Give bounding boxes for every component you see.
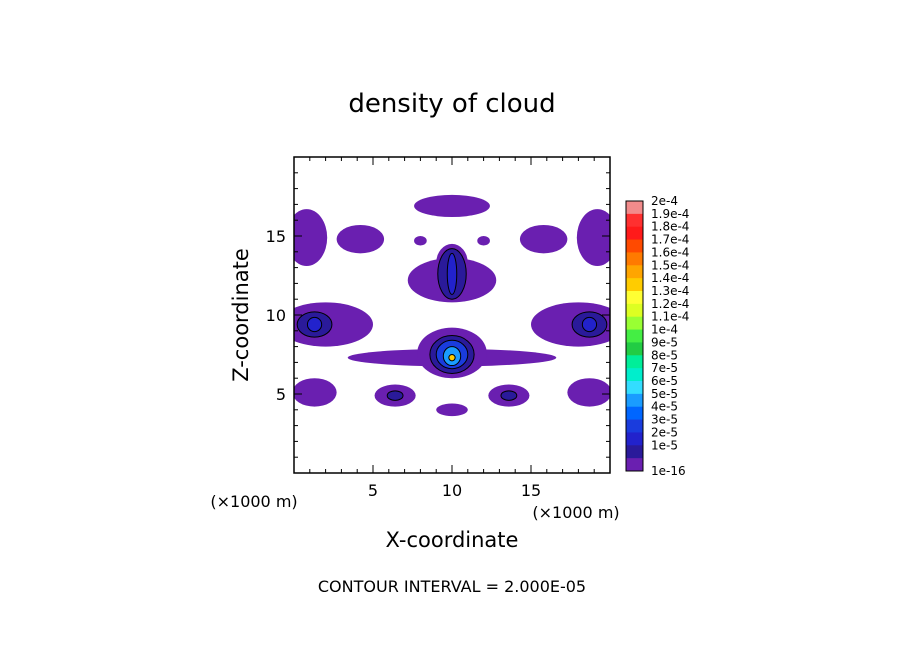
contour-region-3 <box>336 224 385 254</box>
contour-region-4 <box>519 224 568 254</box>
colorbar-label: 1.7e-4 <box>651 233 689 247</box>
y-axis: 5 10 15 <box>266 172 610 458</box>
contour-region-10 <box>446 252 458 295</box>
colorbar-label: 6e-5 <box>651 374 678 388</box>
contour-region-29 <box>436 403 468 417</box>
contour-region-6 <box>477 236 490 246</box>
x-unit-label: (×1000 m) <box>210 492 297 511</box>
x-axis: 5 10 15 <box>309 157 595 500</box>
contour-region-28 <box>500 390 518 401</box>
contour-region-15 <box>306 316 323 333</box>
colorbar-swatch <box>626 239 643 253</box>
colorbar-label: 1.6e-4 <box>651 245 689 259</box>
colorbar-label: 1.5e-4 <box>651 258 689 272</box>
colorbar-label: 1.9e-4 <box>651 207 689 221</box>
contour-interval-note: CONTOUR INTERVAL = 2.000E-05 <box>318 577 586 596</box>
colorbar-label: 1e-4 <box>651 323 678 337</box>
colorbar-label: 2e-4 <box>651 194 678 208</box>
colorbar-swatch <box>626 291 643 305</box>
colorbar-swatch <box>626 458 643 472</box>
colorbar-label: 1.1e-4 <box>651 310 689 324</box>
colorbar-swatch <box>626 406 643 421</box>
contour-region-27 <box>386 390 404 401</box>
contour-region-22 <box>448 354 456 362</box>
colorbar-swatch <box>626 393 643 408</box>
colorbar-label: 1e-16 <box>651 464 686 478</box>
colorbar-swatch <box>626 419 643 433</box>
colorbar: 2e-41.9e-41.8e-41.7e-41.6e-41.5e-41.4e-4… <box>625 194 689 478</box>
colorbar-swatch <box>626 278 643 292</box>
colorbar-swatch <box>626 381 643 395</box>
colorbar-swatch <box>626 368 643 382</box>
colorbar-label: 7e-5 <box>651 361 678 375</box>
chart-title: density of cloud <box>348 89 555 119</box>
x-tick-label: 5 <box>368 481 378 500</box>
colorbar-swatch <box>626 355 643 369</box>
colorbar-swatch <box>626 265 643 279</box>
colorbar-swatch <box>626 445 643 459</box>
colorbar-label: 1e-5 <box>651 438 678 452</box>
colorbar-label: 3e-5 <box>651 413 678 427</box>
y-tick-label: 15 <box>266 227 286 246</box>
contour-region-5 <box>414 236 427 246</box>
x-tick-label: 15 <box>521 481 541 500</box>
colorbar-label: 1.4e-4 <box>651 271 689 285</box>
x-tick-label: 10 <box>442 481 462 500</box>
contour-region-2 <box>576 209 610 267</box>
x-axis-label: X-coordinate <box>386 528 519 552</box>
colorbar-label: 2e-5 <box>651 425 678 439</box>
contour-region-1 <box>294 209 328 267</box>
y-tick-label: 5 <box>276 385 286 404</box>
colorbar-swatch <box>626 342 643 356</box>
colorbar-label: 1.2e-4 <box>651 297 689 311</box>
y-unit-label: (×1000 m) <box>532 503 619 522</box>
contour-region-24 <box>567 378 610 407</box>
colorbar-label: 8e-5 <box>651 348 678 362</box>
contour-region-16 <box>581 316 598 333</box>
colorbar-label: 9e-5 <box>651 335 678 349</box>
contour-region-0 <box>414 194 490 218</box>
colorbar-label: 1.3e-4 <box>651 284 689 298</box>
colorbar-swatch <box>626 252 643 266</box>
colorbar-swatch <box>626 432 643 446</box>
plot-area <box>294 194 610 417</box>
colorbar-swatch <box>626 213 643 228</box>
colorbar-swatch <box>626 226 643 241</box>
colorbar-swatch <box>626 329 643 343</box>
colorbar-swatch <box>626 316 643 331</box>
colorbar-swatch <box>626 303 643 318</box>
y-tick-label: 10 <box>266 306 286 325</box>
y-axis-label: Z-coordinate <box>229 248 253 382</box>
colorbar-label: 4e-5 <box>651 400 678 414</box>
colorbar-label: 1.8e-4 <box>651 220 689 234</box>
colorbar-label: 5e-5 <box>651 387 678 401</box>
colorbar-frame <box>625 200 644 472</box>
contour-region-23 <box>294 378 337 407</box>
colorbar-swatch <box>626 201 643 215</box>
